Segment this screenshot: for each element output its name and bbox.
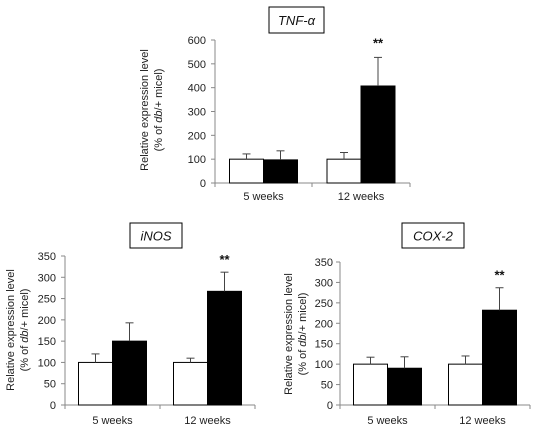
chart-title-box [401, 222, 465, 249]
bar [207, 290, 242, 406]
y-tick-label: 200 [315, 318, 333, 330]
chart-panel-3: COX-2 0 50 100 150 200 250 300 350 Relative expre… [283, 222, 531, 427]
bar [448, 363, 483, 406]
x-category-label: 12 weeks [184, 415, 231, 427]
y-axis-label-line2: (% of db/+ micel) [297, 293, 309, 376]
bar [229, 158, 264, 184]
y-tick-label: 0 [327, 400, 333, 412]
bar [360, 85, 396, 184]
chart-title-box [129, 222, 183, 249]
y-tick-label: 200 [38, 315, 56, 327]
y-tick-label: 200 [188, 130, 206, 142]
bar [353, 363, 388, 406]
y-axis-label-line1: Relative expression level [283, 273, 295, 395]
y-axis-label-suffix: /+ micel) [19, 289, 31, 331]
y-axis-label-prefix: (% of [297, 347, 309, 376]
bar [173, 361, 208, 406]
y-tick-label: 400 [188, 83, 206, 95]
y-axis-label-italic: db [297, 334, 309, 346]
y-tick-label: 350 [315, 257, 333, 269]
chart-panel-1: TNF-α 0 100 200 300 400 500 600 Relative express… [139, 6, 411, 203]
y-axis-label-line1: Relative expression level [139, 49, 151, 171]
y-tick-label: 300 [188, 107, 206, 119]
y-tick-label: 0 [50, 400, 56, 412]
y-axis-label-line1: Relative expression level [5, 269, 17, 391]
x-category-label: 5 weeks [367, 415, 408, 427]
y-axis-label-italic: db [19, 330, 31, 342]
bar [387, 367, 422, 406]
y-axis-label-prefix: (% of [153, 123, 165, 152]
significance-marker: ** [219, 252, 230, 267]
y-tick-label: 100 [315, 359, 333, 371]
y-tick-label: 250 [315, 298, 333, 310]
bar [326, 158, 362, 184]
x-category-label: 5 weeks [92, 415, 133, 427]
y-tick-label: 150 [38, 336, 56, 348]
significance-marker: ** [373, 35, 384, 50]
y-axis-label-suffix: /+ micel) [297, 293, 309, 335]
y-tick-label: 300 [315, 277, 333, 289]
y-tick-label: 250 [38, 294, 56, 306]
y-axis-label-line2: (% of db/+ micel) [153, 69, 165, 152]
y-tick-label: 50 [44, 379, 56, 391]
y-tick-label: 100 [188, 154, 206, 166]
y-axis-label-line2: (% of db/+ micel) [19, 289, 31, 372]
x-category-label: 12 weeks [338, 191, 385, 203]
y-tick-label: 300 [38, 272, 56, 284]
y-tick-label: 350 [38, 251, 56, 263]
x-category-label: 12 weeks [459, 415, 506, 427]
y-tick-label: 50 [321, 380, 333, 392]
bar [112, 340, 147, 406]
y-axis-label-prefix: (% of [19, 343, 31, 372]
y-tick-label: 100 [38, 357, 56, 369]
chart-title-box [268, 6, 325, 34]
bar [482, 309, 517, 406]
y-tick-label: 600 [188, 35, 206, 47]
chart-title: iNOS [140, 229, 171, 244]
y-axis-label-suffix: /+ micel) [153, 69, 165, 111]
y-tick-label: 0 [200, 178, 206, 190]
significance-marker: ** [494, 268, 505, 283]
bar [263, 159, 298, 184]
chart-title: TNF-α [278, 13, 316, 28]
y-tick-label: 500 [188, 59, 206, 71]
x-category-label: 5 weeks [243, 191, 284, 203]
y-tick-label: 150 [315, 339, 333, 351]
chart-title: COX-2 [413, 229, 454, 244]
bar [78, 361, 113, 406]
y-axis-label-italic: db [153, 110, 165, 122]
chart-panel-2: iNOS 0 50 100 150 200 250 300 350 Relative expres… [5, 222, 256, 427]
